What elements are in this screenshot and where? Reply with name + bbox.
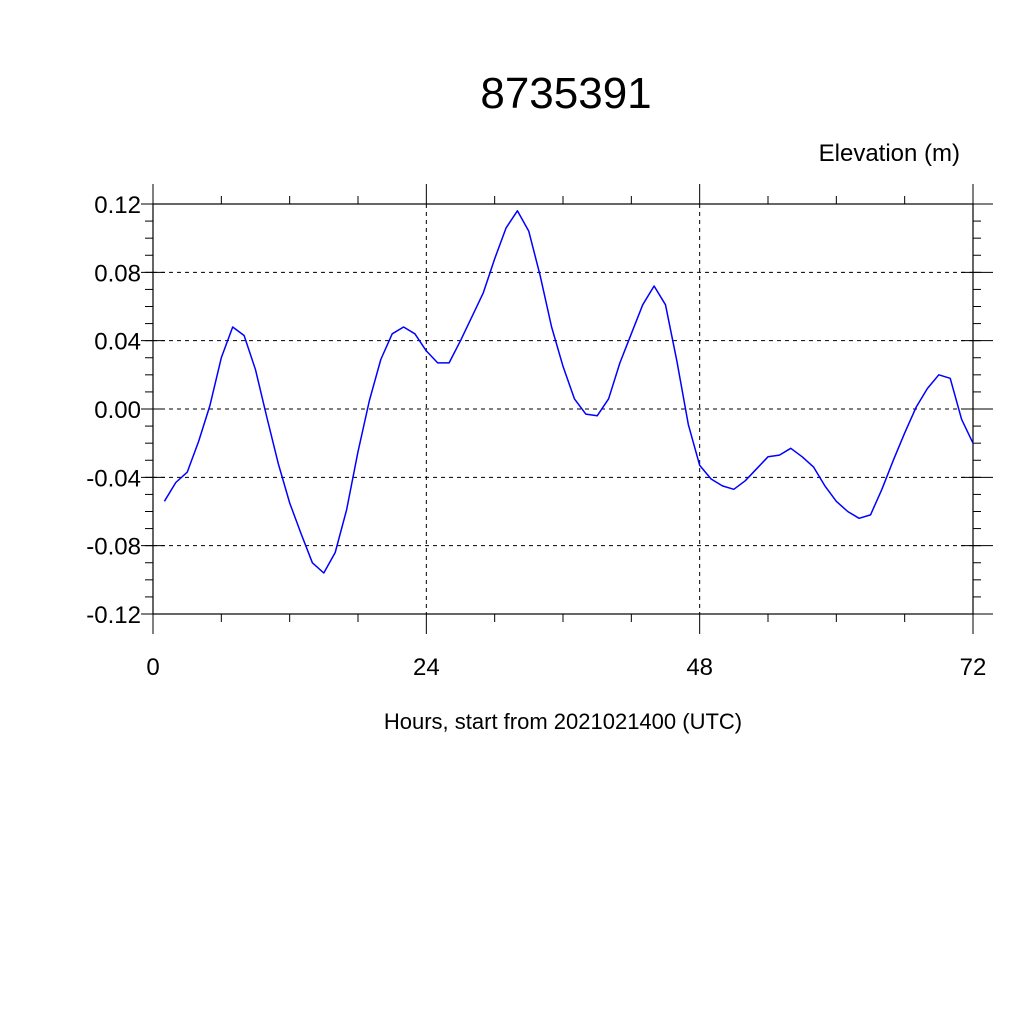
y-tick-label: 0.12 (94, 192, 141, 219)
y-tick-label: -0.08 (86, 534, 141, 561)
y-tick-labels: 0.12 0.08 0.04 0.00 -0.04 -0.08 -0.12 (86, 192, 141, 629)
y-tick-label: -0.04 (86, 465, 141, 492)
y-tick-label: 0.04 (94, 329, 141, 356)
plot-frame (152, 203, 974, 615)
y-tick-label: 0.00 (94, 397, 141, 424)
chart-subtitle: Elevation (m) (819, 140, 960, 167)
x-axis-label: Hours, start from 2021021400 (UTC) (384, 709, 742, 734)
x-tick-label: 24 (413, 654, 440, 681)
x-tick-label: 0 (146, 654, 159, 681)
x-tick-labels: 0 24 48 72 (146, 654, 986, 681)
y-tick-label: -0.12 (86, 602, 141, 629)
series-line (163, 210, 974, 574)
x-tick-label: 48 (686, 654, 713, 681)
grid (152, 203, 974, 615)
y-tick-label: 0.08 (94, 260, 141, 287)
series-layer (163, 210, 974, 574)
chart-title: 8735391 (480, 69, 651, 118)
x-tick-label: 72 (960, 654, 987, 681)
